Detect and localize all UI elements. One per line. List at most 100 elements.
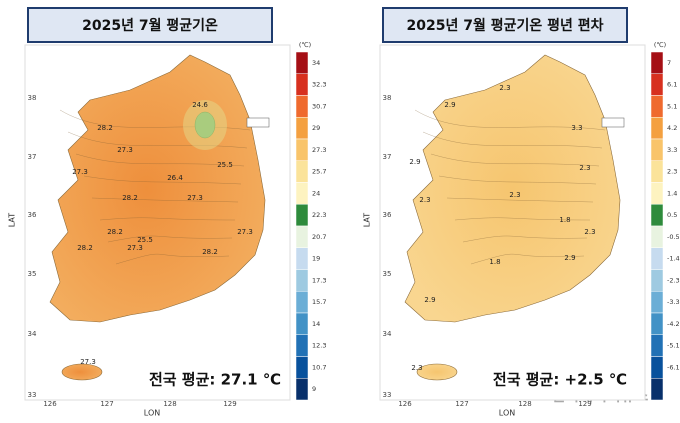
colorbar-unit: (℃) <box>654 41 666 49</box>
colorbar-label: 7 <box>667 59 671 67</box>
colorbar-swatch <box>295 378 309 401</box>
lon-tick: 126 <box>398 400 412 408</box>
lat-tick: 33 <box>28 391 37 399</box>
lon-tick: 128 <box>163 400 176 408</box>
colorbar-label: -1.4 <box>667 255 680 263</box>
colorbar-label: 12.3 <box>312 342 326 350</box>
contour <box>414 109 606 131</box>
land <box>404 54 621 323</box>
colorbar-label: 20.7 <box>312 233 326 241</box>
contour <box>75 153 245 167</box>
colorbar-swatch <box>295 269 309 292</box>
colorbar-label: 17.3 <box>312 276 326 284</box>
title-box <box>382 7 628 43</box>
colorbar-swatch <box>295 138 309 161</box>
contour-label: 26.4 <box>167 174 183 182</box>
colorbar-swatch <box>295 95 309 118</box>
lon-tick: 127 <box>455 400 468 408</box>
colorbar-swatch <box>295 334 309 357</box>
contour-label: 27.3 <box>117 146 133 154</box>
contour-label: 2.9 <box>424 296 435 304</box>
contour-label: 27.3 <box>127 244 143 252</box>
cool-ring <box>183 100 227 150</box>
contour-label: 25.5 <box>137 236 153 244</box>
jeju <box>416 363 458 381</box>
colorbar-unit: (℃) <box>299 41 311 49</box>
contour <box>462 235 588 243</box>
lat-tick: 34 <box>28 330 37 338</box>
colorbar-label: 5.1 <box>667 102 677 110</box>
colorbar-swatch <box>650 312 664 335</box>
colorbar-label: -6.1 <box>667 363 680 371</box>
summary: 전국 평균: 27.1 ℃ <box>149 371 281 389</box>
lon-tick: 129 <box>223 400 236 408</box>
lat-tick: 35 <box>28 270 37 278</box>
colorbar-swatch <box>650 334 664 357</box>
lat-tick: 37 <box>28 153 37 161</box>
colorbar-swatch <box>295 73 309 96</box>
lat-tick: 38 <box>28 94 37 102</box>
colorbar-label: 30.7 <box>312 102 326 110</box>
colorbar-swatch <box>650 356 664 379</box>
contour <box>91 197 239 203</box>
colorbar-label: 10.7 <box>312 363 326 371</box>
contour-label: 28.2 <box>97 124 113 132</box>
inset-box <box>246 117 270 128</box>
panel: 38 37 36 35 34 33 126 127 128 129 LAT LON 28.2 24.6 27… <box>8 7 326 418</box>
lon-tick: 127 <box>100 400 113 408</box>
colorbar-swatch <box>650 378 664 401</box>
colorbar-swatch <box>650 73 664 96</box>
colorbar-swatch <box>295 51 309 74</box>
contour-label: 2.9 <box>564 254 575 262</box>
contour-label: 28.2 <box>202 248 218 256</box>
colorbar-label: 1.4 <box>667 189 677 197</box>
colorbar-swatch <box>295 160 309 183</box>
colorbar-swatch <box>650 51 664 74</box>
y-axis-label: LAT <box>8 213 17 227</box>
lon-tick: 126 <box>43 400 57 408</box>
contour-label: 28.2 <box>122 194 138 202</box>
colorbar-label: 2.3 <box>667 168 677 176</box>
lat-tick: 37 <box>383 153 392 161</box>
colorbar-label: -5.1 <box>667 342 680 350</box>
colorbar-swatch <box>650 204 664 227</box>
panel-title: 2025년 7월 평균기온 평년 편차 <box>406 17 603 34</box>
contour-label: 24.6 <box>192 101 208 109</box>
colorbar-label: 25.7 <box>312 168 326 176</box>
colorbar-label: 6.1 <box>667 81 677 89</box>
contour-label: 2.3 <box>419 196 430 204</box>
contour-label: 25.5 <box>217 161 233 169</box>
colorbar-label: -4.2 <box>667 320 680 328</box>
colorbar-swatch <box>650 269 664 292</box>
contour <box>446 197 594 203</box>
panel: 38 37 36 35 34 33 126 127 128 129 LAT LON 2.9 2.3 3.3 2… <box>363 7 680 418</box>
summary: 전국 평균: +2.5 ℃ <box>493 371 627 389</box>
title-box <box>27 7 273 43</box>
colorbar-swatch <box>295 117 309 140</box>
contour-label: 1.8 <box>559 216 570 224</box>
colorbar-swatch <box>295 291 309 314</box>
contour-label: 2.3 <box>584 228 595 236</box>
colorbar-swatch <box>295 182 309 205</box>
colorbar-label: 0.5 <box>667 211 677 219</box>
colorbar-label: 14 <box>312 320 320 328</box>
contour <box>454 217 591 221</box>
contour <box>438 175 597 185</box>
contour-label: 2.9 <box>409 158 420 166</box>
lon-tick: 128 <box>518 400 531 408</box>
lat-tick: 38 <box>383 94 392 102</box>
contour-label: 28.2 <box>107 228 123 236</box>
contour <box>422 131 603 149</box>
contour-label: 2.3 <box>579 164 590 172</box>
contour-label: 3.3 <box>571 124 582 132</box>
colorbar-label: -3.3 <box>667 298 680 306</box>
contour-label: 28.2 <box>77 244 93 252</box>
contour-label: 27.3 <box>187 194 203 202</box>
colorbar-swatch <box>650 117 664 140</box>
contour <box>470 253 585 265</box>
colorbar-label: 24 <box>312 189 320 197</box>
colorbar-swatch <box>295 225 309 248</box>
contour-label: 2.3 <box>499 84 510 92</box>
colorbar-label: 29 <box>312 124 320 132</box>
